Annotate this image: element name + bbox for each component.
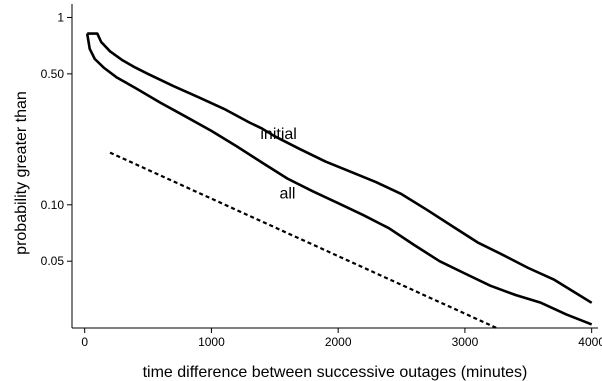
y-axis-title: probability greater than (13, 91, 30, 255)
series-layer (85, 32, 593, 330)
y-tick-label: 0.10 (41, 198, 65, 212)
y-tick-label: 0.50 (41, 67, 65, 81)
x-tick-label: 1000 (198, 335, 225, 349)
series-line-initial (87, 32, 593, 304)
series-line-all (85, 33, 593, 326)
x-tick-label: 2000 (325, 335, 352, 349)
x-tick-label: 3000 (452, 335, 479, 349)
x-tick-label: 4000 (578, 335, 602, 349)
series-line-reference (109, 151, 498, 330)
x-tick-label: 0 (81, 335, 88, 349)
x-axis-title: time difference between successive outag… (143, 364, 528, 381)
y-tick-label: 1 (57, 10, 64, 24)
y-tick-label: 0.05 (41, 254, 65, 268)
annotation-initial: initial (260, 126, 296, 143)
annotations: initial all (260, 126, 296, 203)
axes: 0 1000 2000 3000 4000 1 0.50 0.10 0.05 (41, 4, 602, 349)
annotation-all: all (279, 186, 295, 203)
